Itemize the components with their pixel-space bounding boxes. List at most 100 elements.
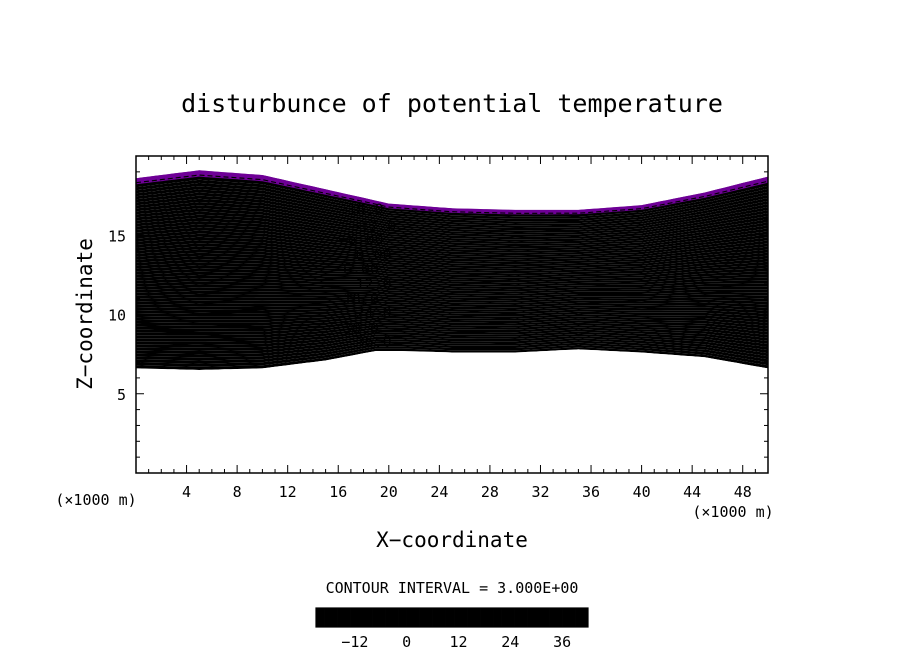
contour-band (136, 233, 768, 258)
contour-line (136, 174, 768, 214)
contour-line (136, 303, 768, 311)
contour-label: −6.00 (338, 230, 383, 248)
colorbar-cell (462, 608, 468, 627)
contour-band (136, 259, 768, 276)
y-tick-label: 15 (108, 227, 126, 245)
colorbar-cell (523, 608, 528, 627)
x-tick-label: 28 (481, 483, 499, 501)
colorbar-cell (488, 608, 494, 627)
contour-label: 30.0 (343, 320, 379, 338)
contour-line (136, 212, 768, 242)
contour-line (136, 241, 768, 262)
colorbar-cell (536, 608, 541, 627)
contour-band (136, 347, 768, 370)
chart-title: disturbunce of potential temperature (181, 89, 723, 118)
colorbar-cell (341, 608, 347, 627)
contour-line (136, 296, 768, 303)
colorbar-cell (579, 608, 584, 627)
y-axis-label: Z−coordinate (73, 238, 97, 390)
colorbar-cell (449, 608, 455, 627)
contour-line (136, 203, 768, 235)
contour-band (136, 322, 768, 336)
x-tick-label: 16 (329, 483, 347, 501)
contour-band (136, 338, 768, 358)
colorbar-cell (385, 608, 390, 627)
contour-band (136, 340, 768, 361)
contour-line (136, 338, 768, 357)
contour-band (136, 327, 768, 342)
contour-band (136, 308, 768, 318)
colorbar-cell (380, 608, 386, 627)
colorbar-cell (540, 608, 546, 627)
x-tick-label: 40 (633, 483, 651, 501)
colorbar-cell (583, 608, 589, 627)
colorbar-cell (324, 608, 330, 627)
colorbar-cell (354, 608, 360, 627)
contour-band (136, 265, 768, 281)
x-tick-label: 20 (380, 483, 398, 501)
contour-line (136, 231, 768, 255)
contour-band (136, 217, 768, 247)
contour-line (136, 345, 768, 366)
contour-interval-label: CONTOUR INTERVAL = 3.000E+00 (326, 579, 579, 597)
colorbar-cell (320, 608, 325, 627)
colorbar-tick-label: 36 (553, 633, 571, 651)
contour-band (136, 342, 768, 364)
contour-label: 36.0 (356, 333, 392, 351)
colorbar-cell (337, 608, 343, 627)
contour-band (136, 243, 768, 265)
x-tick-label: 32 (531, 483, 549, 501)
contour-band (136, 252, 768, 271)
colorbar-cell (436, 608, 442, 627)
colorbar-cell (432, 608, 438, 627)
contour-band (136, 331, 768, 348)
colorbar-cell (423, 608, 429, 627)
contour-band (136, 208, 768, 240)
colorbar-cell (428, 608, 433, 627)
contour-band (136, 298, 768, 305)
colorbar-cell (575, 608, 580, 627)
colorbar-cell (333, 608, 338, 627)
contour-label: 24.0 (356, 304, 392, 322)
x-tick-label: 44 (683, 483, 701, 501)
colorbar-cell (518, 608, 524, 627)
contour-band (136, 293, 768, 301)
colorbar-cell (484, 608, 489, 627)
contour-band (136, 271, 768, 285)
colorbar-cell (527, 608, 533, 627)
contour-line (136, 325, 768, 338)
contour-band (136, 329, 768, 345)
colorbar-cell (570, 608, 576, 627)
colorbar-cell (493, 608, 498, 627)
contour-band (136, 236, 768, 260)
contour-line (136, 183, 768, 221)
x-tick-label: 48 (734, 483, 752, 501)
y-tick-label: 10 (108, 307, 126, 325)
colorbar-cell (393, 608, 399, 627)
colorbar-cell (367, 608, 373, 627)
colorbar-frame (315, 607, 589, 628)
contour-label: −18.0 (338, 201, 383, 219)
colorbar-cell (514, 608, 520, 627)
y-tick-label: 5 (117, 386, 126, 404)
colorbar-cell (445, 608, 451, 627)
contour-line (136, 250, 768, 269)
contour-lines (136, 174, 768, 366)
contour-band (136, 211, 768, 242)
contour-bands (136, 170, 768, 370)
contour-band (136, 336, 768, 355)
colorbar-cell (372, 608, 377, 627)
contour-line (136, 260, 768, 275)
plot-area: −18.0−12.0−6.000.006.0012.018.024.030.03… (108, 155, 769, 501)
contour-band (136, 246, 768, 267)
colorbar-cell (419, 608, 425, 627)
contour-labels: −18.0−12.0−6.000.006.0012.018.024.030.03… (338, 201, 396, 351)
contour-line (136, 318, 768, 329)
contour-band (136, 305, 768, 314)
contour-band (136, 344, 768, 367)
contour-band (136, 240, 768, 262)
colorbar-cell (467, 608, 472, 627)
colorbar-cell (505, 608, 511, 627)
